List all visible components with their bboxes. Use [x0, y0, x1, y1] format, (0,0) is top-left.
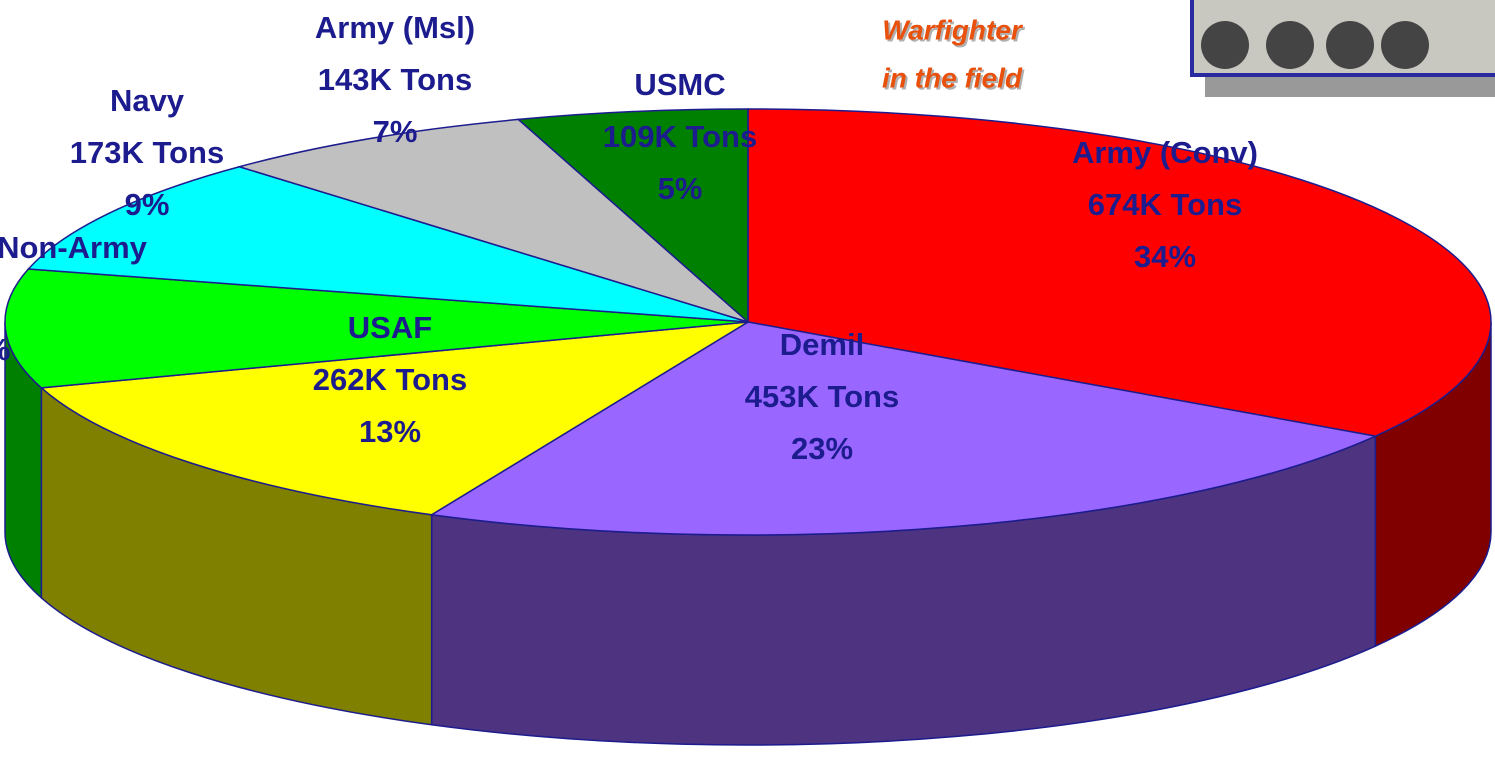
- slice-tons: 674K Tons: [1088, 187, 1242, 222]
- chart: Army (Conv) 674K Tons 34% Demil 453K Tons 23%…: [0, 0, 1495, 761]
- slice-label: Navy: [110, 83, 185, 118]
- photo: [1192, 0, 1495, 97]
- slice-percent: 34%: [1134, 239, 1196, 274]
- slice-tons: 262K Tons: [313, 362, 467, 397]
- slice-percent: 5%: [658, 171, 703, 206]
- slice-percent: 23%: [791, 431, 853, 466]
- slice-tons: 173K Tons: [70, 135, 224, 170]
- slice-tons: 453K Tons: [745, 379, 899, 414]
- slice-percent: 9%: [0, 332, 10, 367]
- slice-percent: 7%: [373, 114, 418, 149]
- pie: [5, 109, 1491, 745]
- slice-percent: 13%: [359, 414, 421, 449]
- slice-tons: 109K Tons: [603, 119, 757, 154]
- slice-label: Demil: [780, 327, 864, 362]
- annotation: in the field: [882, 62, 1023, 93]
- slice-tons: 143K Tons: [318, 62, 472, 97]
- slice-label: Army (Conv): [1072, 135, 1258, 170]
- slice-label: USAF: [348, 310, 432, 345]
- slice-label: Army (Msl): [315, 10, 475, 45]
- slice-label: Non-Army: [0, 230, 148, 265]
- slice-percent: 9%: [125, 187, 170, 222]
- annotation: Warfighter: [882, 14, 1024, 45]
- slice-label: USMC: [634, 67, 725, 102]
